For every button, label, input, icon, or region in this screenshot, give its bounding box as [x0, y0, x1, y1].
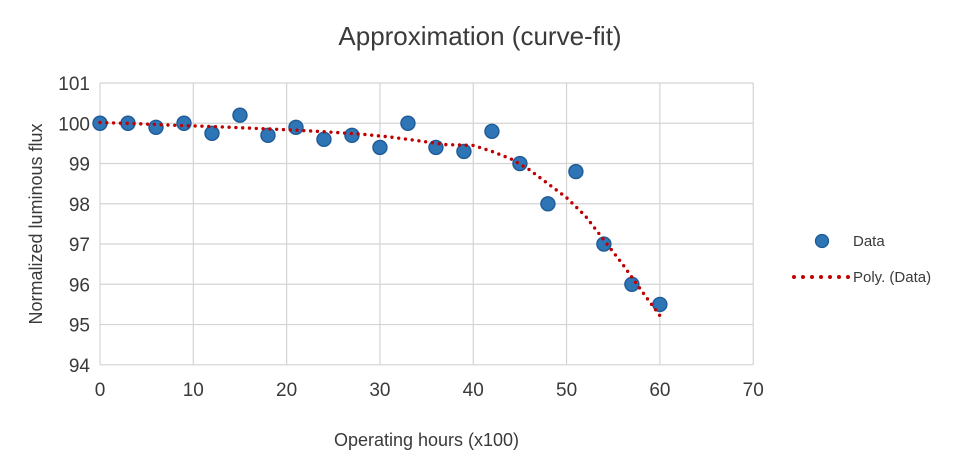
- x-axis-title: Operating hours (x100): [333, 430, 520, 450]
- x-tick-label: 20: [276, 380, 297, 401]
- data-point: [540, 196, 556, 212]
- data-point: [344, 127, 360, 144]
- data-point: [484, 123, 500, 140]
- y-tick-label: 100: [58, 114, 90, 135]
- x-tick-label: 10: [183, 380, 204, 401]
- data-point: [260, 127, 276, 144]
- legend-label-poly: Poly. (Data): [853, 268, 932, 286]
- y-tick-label: 99: [69, 155, 90, 176]
- x-tick-label: 50: [556, 380, 577, 401]
- x-tick-label: 30: [369, 380, 390, 401]
- scatter-marker-icon: [814, 233, 830, 249]
- y-tick-label: 96: [69, 275, 90, 296]
- data-point: [316, 131, 332, 148]
- data-point: [624, 276, 640, 292]
- y-tick-label: 101: [58, 74, 90, 95]
- data-point: [204, 125, 220, 142]
- data-point: [596, 236, 612, 252]
- data-point: [148, 119, 164, 135]
- y-tick-label: 95: [69, 316, 90, 337]
- data-point: [288, 119, 304, 135]
- x-tick-label: 60: [649, 380, 670, 401]
- y-tick-label: 94: [69, 356, 91, 377]
- x-tick-label: 70: [743, 380, 764, 401]
- legend-item-data: Data: [791, 229, 885, 253]
- dotted-line-icon: [792, 275, 852, 279]
- trendline: [98, 120, 662, 318]
- data-point: [176, 115, 192, 131]
- x-tick-label: 40: [463, 380, 484, 401]
- data-point: [456, 143, 472, 160]
- y-tick-label: 97: [69, 235, 90, 256]
- data-point: [372, 139, 388, 156]
- y-tick-label: 98: [69, 195, 90, 216]
- legend-item-poly: Poly. (Data): [791, 265, 931, 289]
- data-point: [400, 115, 416, 131]
- chart-title: Approximation (curve-fit): [338, 21, 622, 51]
- data-point: [232, 107, 248, 123]
- data-point: [568, 163, 584, 180]
- legend-label-data: Data: [853, 232, 885, 250]
- data-point: [512, 155, 528, 172]
- x-tick-label: 0: [95, 380, 106, 401]
